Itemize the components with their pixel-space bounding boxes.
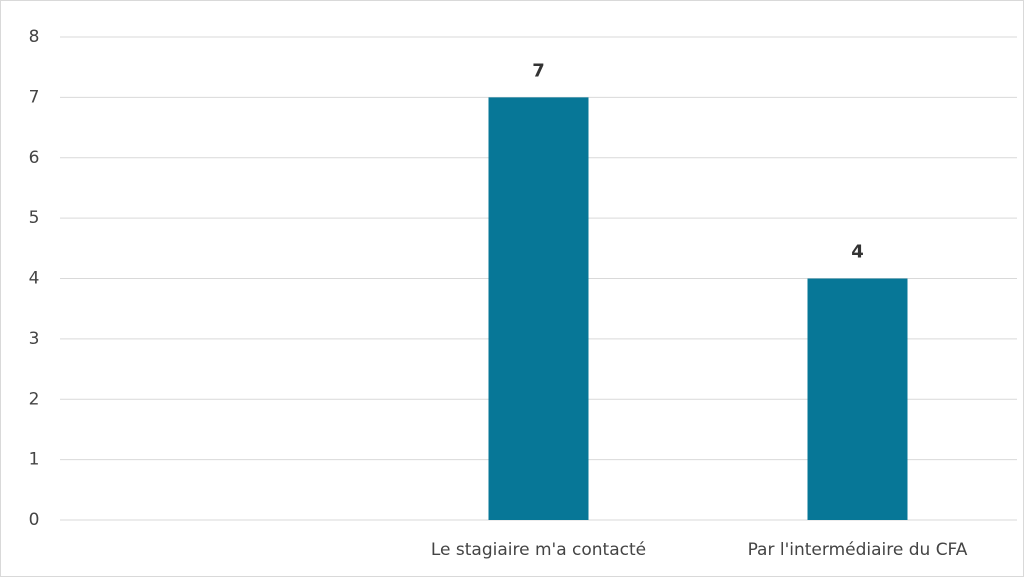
y-tick-label: 0 <box>29 510 40 530</box>
y-tick-label: 3 <box>29 329 40 349</box>
data-label: 7 <box>532 60 545 81</box>
x-tick-label: Le stagiaire m'a contacté <box>431 540 646 560</box>
y-tick-label: 1 <box>29 450 40 470</box>
y-tick-label: 7 <box>29 87 40 107</box>
bar <box>488 97 589 520</box>
data-label: 4 <box>851 242 864 263</box>
y-tick-label: 5 <box>29 208 40 228</box>
y-tick-label: 2 <box>29 389 40 409</box>
x-tick-label: Par l'intermédiaire du CFA <box>748 540 968 560</box>
y-tick-label: 8 <box>29 27 40 47</box>
y-tick-label: 4 <box>29 269 40 289</box>
y-tick-label: 6 <box>29 148 40 168</box>
bar <box>807 278 908 520</box>
